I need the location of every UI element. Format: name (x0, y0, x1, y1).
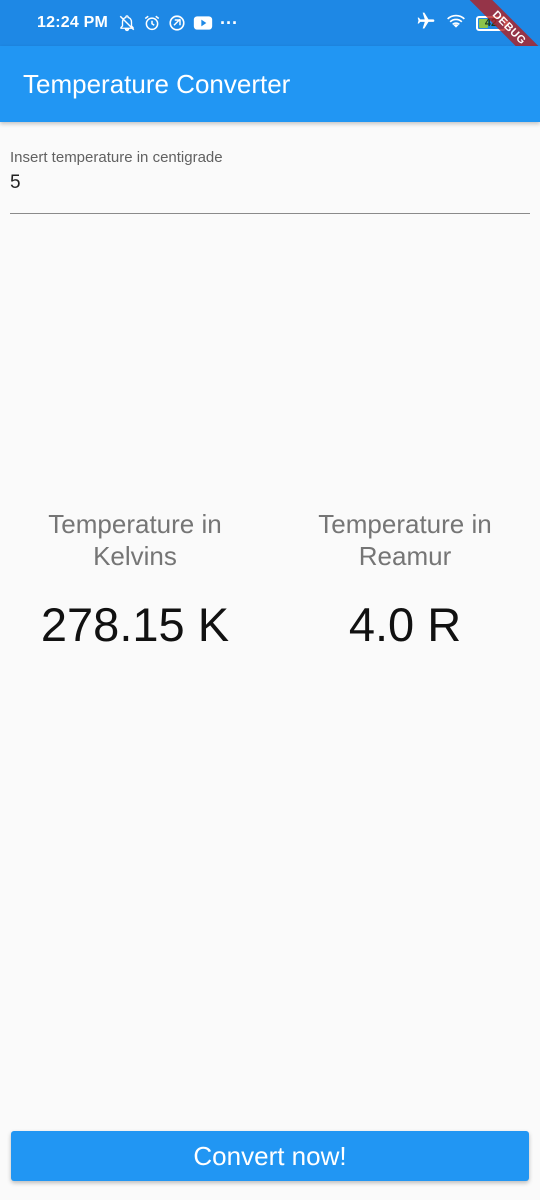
status-bar: 12:24 PM ··· 42 (0, 0, 540, 46)
kelvin-value: 278.15 K (40, 598, 230, 651)
reamur-result: Temperature in Reamur 4.0 R (270, 508, 540, 652)
app-bar: Temperature Converter (0, 46, 540, 122)
battery-tip (506, 20, 509, 26)
temperature-input[interactable] (10, 172, 530, 194)
vpn-icon (168, 14, 186, 32)
status-time: 12:24 PM (37, 14, 108, 31)
more-dots-icon: ··· (219, 12, 238, 33)
app-title: Temperature Converter (23, 68, 291, 99)
reamur-value: 4.0 R (348, 598, 462, 651)
airplane-icon (416, 11, 436, 36)
convert-button[interactable]: Convert now! (11, 1131, 529, 1181)
kelvin-result: Temperature in Kelvins 278.15 K (0, 508, 270, 652)
youtube-icon (193, 15, 213, 31)
results: Temperature in Kelvins 278.15 K Temperat… (0, 508, 540, 652)
status-left-icons: ··· (118, 13, 238, 34)
reamur-label: Temperature in Reamur (318, 509, 492, 571)
alarm-icon (143, 14, 161, 32)
kelvin-label: Temperature in Kelvins (48, 509, 222, 571)
battery-icon: 42 (476, 15, 509, 31)
wifi-icon (446, 12, 466, 35)
status-right-icons: 42 (416, 11, 509, 36)
temperature-field-label: Insert temperature in centigrade (10, 149, 223, 166)
battery-level: 42 (484, 17, 498, 29)
temperature-field[interactable]: Insert temperature in centigrade (10, 148, 530, 214)
notifications-off-icon (118, 14, 136, 32)
